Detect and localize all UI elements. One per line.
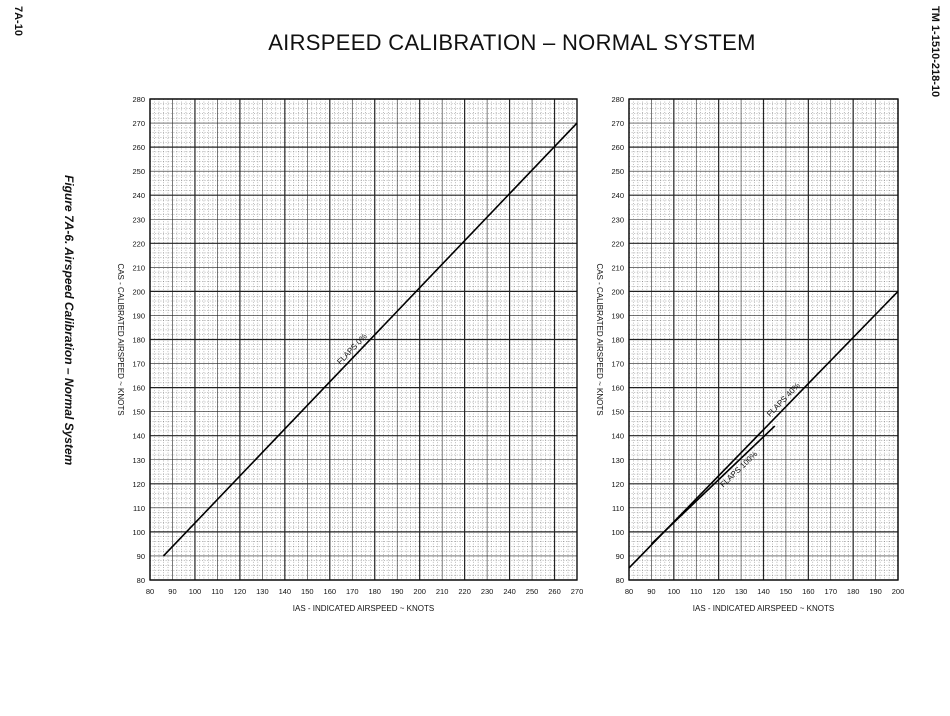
y-tick-label: 220 [611, 239, 624, 248]
y-axis-label: CAS - CALIBRATED AIRSPEED ~ KNOTS [116, 263, 125, 415]
y-tick-label: 100 [611, 528, 624, 537]
y-tick-label: 120 [132, 480, 145, 489]
y-tick-label: 250 [611, 167, 624, 176]
x-tick-label: 200 [413, 587, 426, 596]
series-line [162, 122, 578, 557]
y-tick-label: 220 [132, 239, 145, 248]
y-tick-label: 130 [611, 456, 624, 465]
x-tick-label: 170 [824, 587, 837, 596]
figure-caption: Figure 7A-6. Airspeed Calibration – Norm… [62, 175, 76, 466]
x-tick-label: 100 [189, 587, 202, 596]
x-tick-label: 160 [802, 587, 815, 596]
y-tick-label: 200 [132, 287, 145, 296]
y-tick-label: 280 [611, 95, 624, 104]
x-tick-label: 190 [869, 587, 882, 596]
x-tick-label: 80 [625, 587, 633, 596]
x-tick-label: 150 [301, 587, 314, 596]
x-tick-label: 200 [892, 587, 905, 596]
x-tick-label: 110 [690, 587, 702, 596]
minor-grid [150, 99, 577, 580]
y-tick-label: 260 [611, 143, 624, 152]
x-tick-label: 80 [146, 587, 154, 596]
chart-title: AIRSPEED CALIBRATION – NORMAL SYSTEM [268, 30, 756, 55]
x-tick-label: 140 [757, 587, 770, 596]
x-tick-label: 120 [234, 587, 247, 596]
x-axis-label: IAS - INDICATED AIRSPEED ~ KNOTS [293, 604, 434, 613]
y-axis-label: CAS - CALIBRATED AIRSPEED ~ KNOTS [595, 263, 604, 415]
major-grid [149, 98, 578, 581]
plot-frame [149, 98, 578, 581]
x-axis-label: IAS - INDICATED AIRSPEED ~ KNOTS [693, 604, 834, 613]
x-tick-label: 90 [647, 587, 655, 596]
y-tick-label: 160 [611, 384, 624, 393]
major-grid [628, 98, 899, 581]
y-tick-label: 150 [132, 408, 145, 417]
series-line [650, 425, 776, 545]
document-id: TM 1-1510-218-10 [929, 6, 941, 98]
y-tick-label: 260 [132, 143, 145, 152]
y-tick-label: 240 [132, 191, 145, 200]
y-tick-label: 140 [132, 432, 145, 441]
x-tick-label: 170 [346, 587, 359, 596]
y-tick-label: 200 [611, 287, 624, 296]
y-tick-label: 210 [132, 263, 145, 272]
y-tick-label: 110 [133, 504, 145, 513]
series-label: FLAPS 40% [765, 381, 802, 419]
y-tick-label: 230 [132, 215, 145, 224]
y-tick-label: 250 [132, 167, 145, 176]
x-tick-label: 270 [571, 587, 584, 596]
y-tick-label: 130 [132, 456, 145, 465]
y-tick-label: 140 [611, 432, 624, 441]
plot-frame [628, 98, 899, 581]
x-tick-label: 130 [256, 587, 269, 596]
y-tick-label: 160 [132, 384, 145, 393]
x-tick-label: 110 [211, 587, 223, 596]
y-tick-label: 190 [611, 311, 624, 320]
y-tick-label: 80 [616, 576, 624, 585]
y-tick-label: 270 [611, 119, 624, 128]
x-tick-label: 220 [458, 587, 471, 596]
x-tick-label: 210 [436, 587, 449, 596]
y-tick-label: 180 [611, 336, 624, 345]
y-tick-label: 240 [611, 191, 624, 200]
y-tick-label: 90 [137, 552, 145, 561]
x-tick-label: 100 [668, 587, 681, 596]
x-tick-label: 150 [780, 587, 793, 596]
y-tick-label: 100 [132, 528, 145, 537]
x-tick-label: 190 [391, 587, 404, 596]
y-tick-label: 90 [616, 552, 624, 561]
y-tick-label: 170 [611, 360, 624, 369]
x-tick-label: 180 [847, 587, 860, 596]
y-tick-label: 150 [611, 408, 624, 417]
x-tick-label: 230 [481, 587, 494, 596]
y-tick-label: 230 [611, 215, 624, 224]
y-tick-label: 270 [132, 119, 145, 128]
x-tick-label: 250 [526, 587, 539, 596]
x-tick-label: 90 [168, 587, 176, 596]
chart-1: 80 90 100 110 120 130 140 150 160 170 180 190 200 210… [116, 95, 583, 613]
x-tick-label: 180 [368, 587, 381, 596]
y-tick-label: 120 [611, 480, 624, 489]
x-tick-label: 140 [279, 587, 292, 596]
y-tick-label: 110 [612, 504, 624, 513]
x-tick-label: 130 [735, 587, 748, 596]
x-tick-label: 240 [503, 587, 516, 596]
x-tick-label: 160 [324, 587, 337, 596]
x-tick-label: 120 [712, 587, 725, 596]
chart-2: 80 90 100 110 120 130 140 150 160 170 180 190 200 80 9… [595, 95, 904, 613]
y-tick-label: 80 [137, 576, 145, 585]
y-tick-label: 170 [132, 360, 145, 369]
y-tick-label: 280 [132, 95, 145, 104]
y-tick-label: 190 [132, 311, 145, 320]
x-tick-label: 260 [548, 587, 561, 596]
y-tick-label: 180 [132, 336, 145, 345]
y-tick-label: 210 [611, 263, 624, 272]
